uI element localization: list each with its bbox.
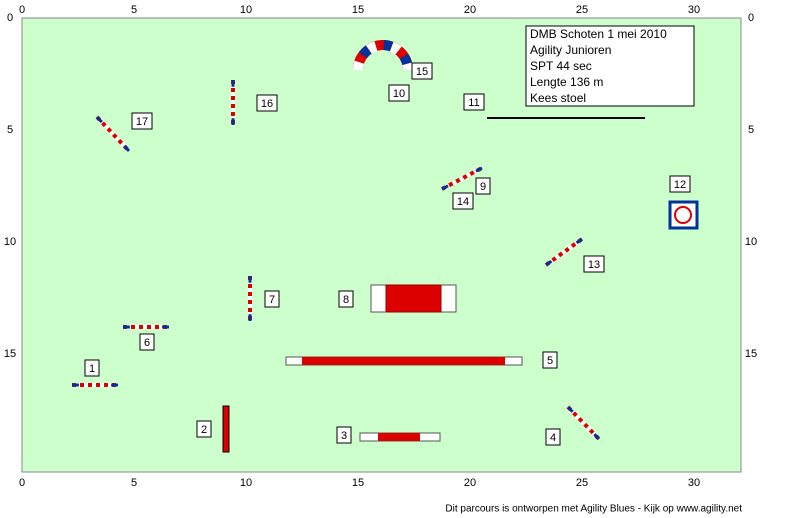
number-box (256, 94, 278, 112)
obstacle-number: 13 (588, 259, 600, 271)
jump-post (123, 144, 131, 153)
obstacle-number: 17 (136, 116, 148, 128)
x-axis-label: 20 (464, 477, 476, 489)
y-axis-label: 10 (745, 236, 757, 248)
obstacle-number: 12 (674, 179, 686, 191)
number-box (463, 93, 485, 111)
obstacle-number: 7 (269, 294, 275, 306)
tunnel (385, 284, 442, 313)
x-axis-label: 10 (240, 477, 252, 489)
jump-bar (544, 237, 584, 267)
jump-bar (95, 115, 131, 153)
y-axis-label: 5 (748, 124, 754, 136)
jump-bar (566, 405, 601, 441)
x-axis-label: 20 (464, 4, 476, 16)
y-axis-label: 15 (4, 348, 16, 360)
dogwalk (302, 357, 505, 365)
number-box (542, 351, 558, 369)
x-axis-label: 0 (19, 477, 25, 489)
number-box (338, 290, 354, 308)
info-line: DMB Schoten 1 mei 2010 (530, 27, 667, 41)
obstacle-number: 4 (550, 432, 556, 444)
y-axis-label: 0 (748, 12, 754, 24)
info-line: Agility Junioren (530, 43, 611, 57)
obstacle-number: 1 (89, 363, 95, 375)
number-box (583, 255, 605, 273)
info-frame (525, 25, 695, 107)
table-ring (674, 206, 692, 224)
x-axis-label: 0 (19, 4, 25, 16)
x-axis-label: 25 (576, 4, 588, 16)
obstacle-number: 10 (393, 88, 405, 100)
obstacle-number: 9 (480, 181, 486, 193)
jump-post (545, 259, 553, 267)
y-axis-label: 0 (7, 12, 13, 24)
x-axis-label: 25 (576, 477, 588, 489)
info-line: Kees stoel (530, 91, 586, 105)
obstacle-number: 14 (457, 196, 469, 208)
curved-tunnel (353, 40, 413, 71)
x-axis-label: 15 (352, 477, 364, 489)
number-box (411, 62, 433, 80)
jump-post (95, 115, 103, 124)
number-box (84, 359, 100, 377)
y-axis-label: 15 (745, 348, 757, 360)
number-box (139, 333, 155, 351)
obstacle-number: 2 (201, 424, 207, 436)
number-box (545, 428, 561, 446)
x-axis-label: 10 (240, 4, 252, 16)
jump-post (475, 166, 483, 173)
number-box (131, 112, 153, 130)
x-axis-label: 30 (688, 477, 700, 489)
obstacle-number: 5 (547, 355, 553, 367)
number-box (264, 290, 280, 308)
x-axis-label: 15 (352, 4, 364, 16)
info-line: SPT 44 sec (530, 59, 592, 73)
obstacle-number: 15 (416, 66, 428, 78)
jump-post (593, 433, 601, 441)
info-box: DMB Schoten 1 mei 2010 Agility Junioren … (525, 25, 695, 107)
jump-post (441, 184, 449, 191)
number-box (388, 84, 410, 102)
weave (222, 405, 230, 453)
jump-post (575, 237, 583, 245)
obstacle-number: 8 (343, 294, 349, 306)
x-axis-label: 30 (688, 4, 700, 16)
jump-post (566, 405, 574, 413)
x-axis-label: 5 (131, 4, 137, 16)
obstacle-number: 3 (341, 430, 347, 442)
info-line: Lengte 136 m (530, 75, 603, 89)
obstacle-number: 11 (468, 97, 479, 109)
footer: Dit parcours is ontworpen met Agility Bl… (445, 504, 742, 515)
y-axis-label: 10 (4, 236, 16, 248)
number-box (336, 426, 352, 444)
number-box (669, 175, 691, 193)
obstacle-number: 6 (144, 337, 150, 349)
tunnel (378, 433, 420, 441)
number-box (452, 192, 474, 210)
y-axis-label: 5 (7, 124, 13, 136)
number-box (196, 420, 212, 438)
x-axis-label: 5 (131, 477, 137, 489)
number-box (475, 177, 491, 195)
obstacle-number: 16 (261, 98, 273, 110)
jump-bar (441, 166, 483, 191)
